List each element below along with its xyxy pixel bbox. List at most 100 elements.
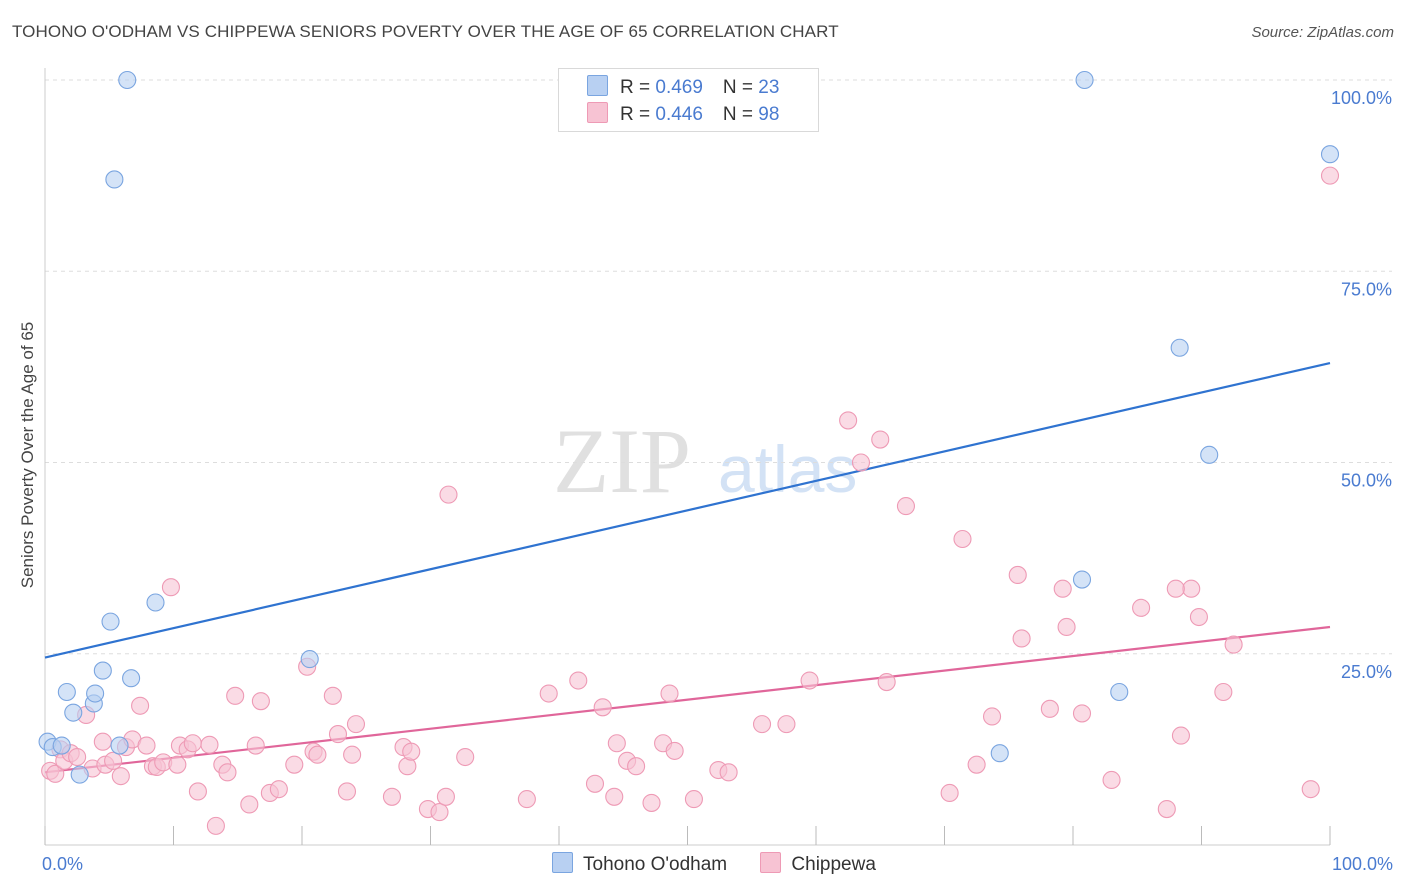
tohono-point	[64, 703, 83, 722]
chippewa-point	[1320, 166, 1340, 185]
chippewa-point	[131, 696, 150, 715]
chippewa-point	[402, 742, 421, 761]
axes	[44, 68, 1331, 846]
chippewa-point	[593, 698, 612, 717]
chippewa-point	[161, 578, 180, 597]
legend-r-value: 0.469	[655, 77, 703, 98]
chippewa-point	[839, 411, 858, 430]
series-legend: Tohono O'odham Chippewa	[552, 852, 904, 876]
chippewa-point	[607, 734, 626, 753]
chippewa-point	[183, 734, 202, 753]
series-label-tohono: Tohono O'odham	[583, 854, 728, 875]
tohono-point	[93, 661, 112, 680]
chippewa-point	[226, 686, 245, 705]
x-tick-label: 100.0%	[1332, 854, 1393, 874]
chippewa-point	[517, 790, 536, 809]
tohono-point	[52, 736, 71, 755]
legend-r-value: 0.446	[655, 104, 703, 125]
chippewa-point	[436, 787, 455, 806]
series-swatch-tohono	[552, 852, 573, 873]
chippewa-point	[251, 692, 270, 711]
chippewa-point	[206, 816, 225, 835]
chippewa-point	[1057, 617, 1076, 637]
legend-swatch-chippewa	[587, 102, 608, 123]
chippewa-point	[777, 715, 796, 734]
chippewa-point	[665, 741, 684, 760]
chippewa-point	[585, 774, 605, 793]
y-tick-label: 25.0%	[1341, 662, 1392, 682]
chippewa-point	[1053, 579, 1072, 598]
chippewa-point	[218, 763, 237, 782]
chippewa-point	[539, 684, 558, 703]
tohono-point	[1320, 145, 1340, 164]
tohono-point	[1200, 445, 1219, 464]
chippewa-point	[46, 764, 65, 783]
chippewa-point	[439, 485, 458, 504]
legend-row-tohono: R = 0.469 N = 23	[587, 75, 779, 99]
series-legend-chippewa: Chippewa	[760, 852, 876, 876]
chippewa-point	[877, 673, 896, 692]
chippewa-point	[982, 707, 1002, 726]
chippewa-point	[111, 767, 130, 786]
chippewa-point	[871, 430, 890, 449]
legend-r-label: R =	[620, 104, 656, 125]
gridlines	[45, 79, 1392, 655]
tohono-point	[110, 736, 129, 755]
chippewa-point	[1224, 635, 1243, 654]
x-tick-label: 0.0%	[42, 854, 83, 874]
series-swatch-chippewa	[760, 852, 782, 873]
tohono-point	[146, 593, 165, 612]
tohono-point	[1075, 70, 1094, 90]
chippewa-point	[269, 780, 288, 799]
chippewa-point	[346, 715, 366, 734]
chippewa-point	[896, 497, 916, 516]
chippewa-point	[137, 736, 156, 755]
chippewa-point	[343, 745, 362, 764]
chippewa-point	[93, 732, 112, 751]
tohono-point	[101, 612, 120, 631]
watermark-atlas: atlas	[718, 432, 857, 506]
y-tick-label: 50.0%	[1341, 471, 1392, 491]
chippewa-point	[1214, 682, 1233, 702]
chippewa-point	[800, 671, 819, 690]
tohono-point	[70, 765, 89, 784]
tohono-point	[300, 650, 319, 669]
chippewa-point	[246, 736, 265, 755]
chippewa-point	[1301, 780, 1320, 799]
chippewa-point	[323, 686, 342, 705]
tohono-point	[990, 744, 1009, 763]
chart-title: TOHONO O'ODHAM VS CHIPPEWA SENIORS POVER…	[12, 22, 839, 41]
chippewa-point	[337, 782, 357, 801]
chippewa-point	[240, 795, 259, 814]
tohono-point	[1072, 570, 1092, 589]
chippewa-point	[188, 782, 207, 801]
chippewa-point	[1157, 799, 1176, 819]
legend-n-label: N =	[722, 77, 759, 98]
chippewa-point	[1040, 699, 1059, 718]
chippewa-point	[605, 787, 624, 806]
chippewa-point	[1012, 629, 1031, 648]
tohono-point	[105, 170, 124, 189]
legend-row-chippewa: R = 0.446 N = 98	[587, 102, 779, 126]
chippewa-point	[627, 757, 646, 776]
legend: R = 0.469 N = 23 R = 0.446 N = 98	[558, 68, 819, 132]
chippewa-point	[851, 453, 871, 472]
chippewa-point	[719, 763, 738, 782]
chippewa-point	[382, 787, 402, 806]
tohono-trend-line	[44, 361, 1331, 659]
chippewa-point	[752, 715, 772, 734]
tohono-point	[86, 684, 105, 703]
legend-swatch-tohono	[587, 75, 608, 96]
chippewa-point	[168, 755, 187, 774]
y-axis-label: Seniors Poverty Over the Age of 65	[18, 322, 37, 588]
chippewa-point	[569, 671, 588, 690]
chippewa-point	[104, 751, 123, 770]
chippewa-point	[285, 755, 304, 774]
legend-n-value: 98	[758, 104, 780, 125]
tohono-point	[118, 70, 137, 90]
chippewa-point	[1072, 704, 1092, 723]
tohono-point	[122, 669, 141, 688]
legend-n-value: 23	[758, 77, 780, 98]
chippewa-point	[1189, 607, 1208, 627]
